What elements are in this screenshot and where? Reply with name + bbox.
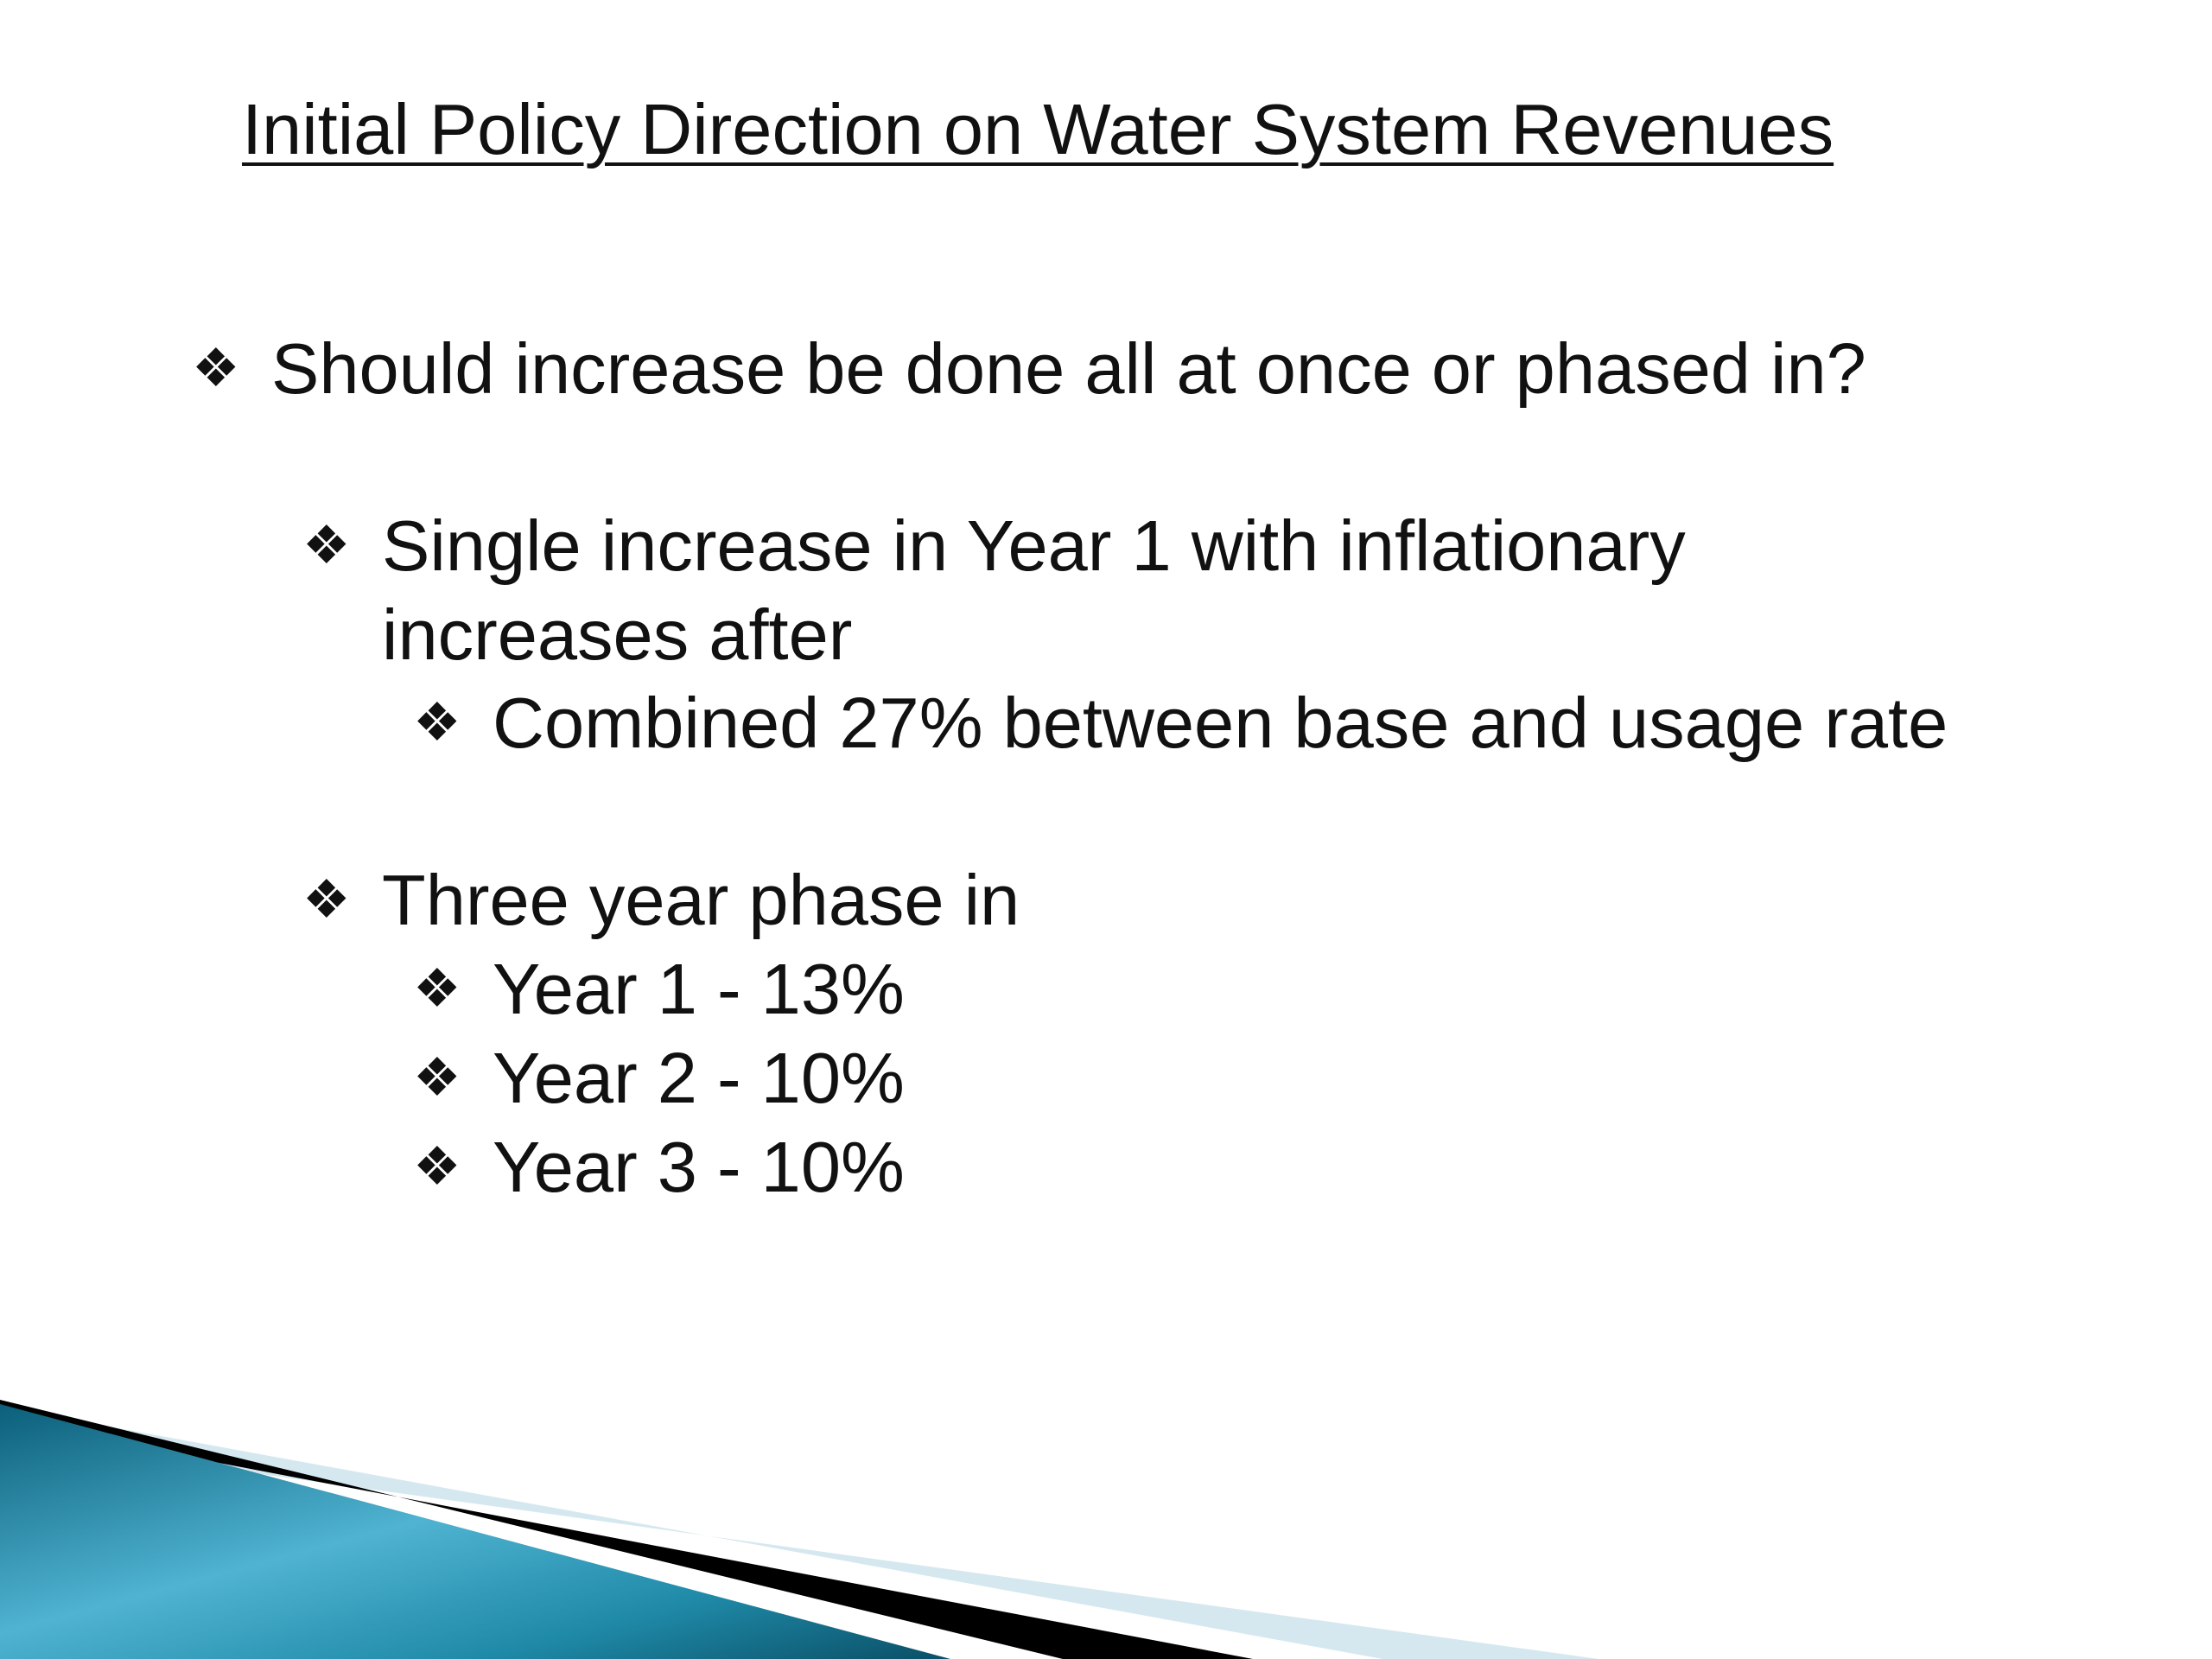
bullet-3-text: Combined 27% between base and usage rate — [493, 683, 1948, 763]
bullet-diamond-icon: ❖ — [192, 339, 240, 398]
slide-title: Initial Policy Direction on Water System… — [242, 89, 1834, 169]
bullet-6-text: Year 2 - 10% — [493, 1038, 905, 1118]
bullet-5-text: Year 1 - 13% — [493, 949, 905, 1029]
bullet-7-text: Year 3 - 10% — [493, 1127, 905, 1207]
teal-wedge — [0, 1404, 950, 1659]
bullet-4-text: Three year phase in — [382, 860, 1020, 940]
bullet-diamond-icon: ❖ — [302, 516, 351, 575]
bullet-diamond-icon: ❖ — [413, 959, 461, 1019]
bullet-diamond-icon: ❖ — [413, 1137, 461, 1197]
bullet-diamond-icon: ❖ — [302, 870, 351, 930]
bullet-diamond-icon: ❖ — [413, 1048, 461, 1108]
bullet-1-text: Should increase be done all at once or p… — [271, 328, 1866, 409]
bullet-2-text-line1: Single increase in Year 1 with inflation… — [382, 505, 1686, 586]
bullet-2-text-line2: increases after — [382, 594, 853, 675]
bullet-diamond-icon: ❖ — [413, 693, 461, 753]
